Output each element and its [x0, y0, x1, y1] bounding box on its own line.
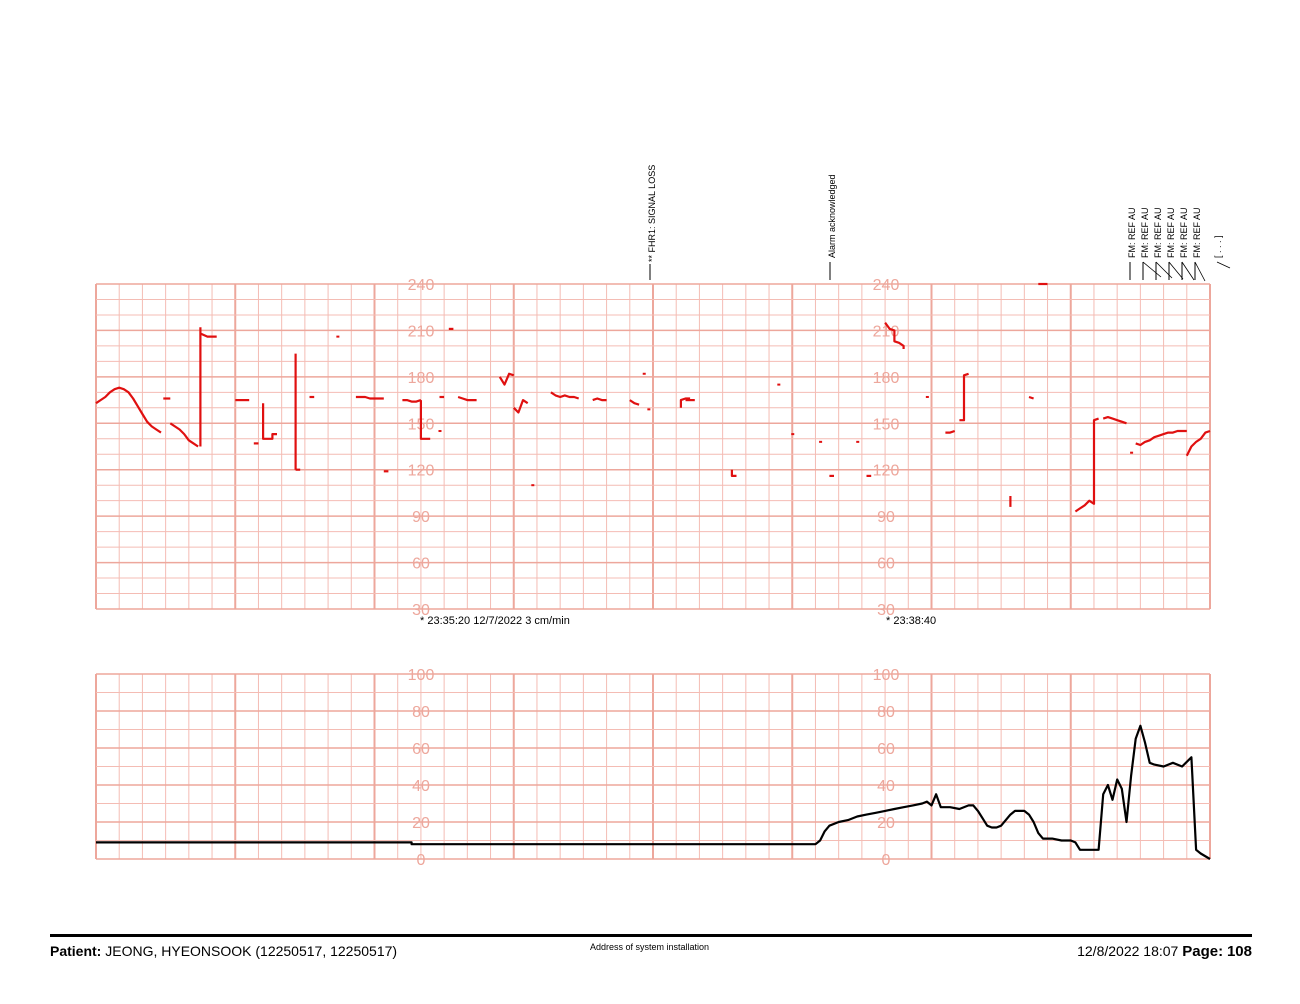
- y-tick-label: 240: [408, 277, 435, 294]
- timestamp-second: * 23:38:40: [886, 615, 936, 627]
- fm-label: FM: REF AU: [1140, 207, 1150, 258]
- fm-marker-diag: [1194, 261, 1206, 282]
- fhr-segment: [355, 395, 384, 400]
- fhr-segment: [199, 332, 217, 338]
- y-tick-label: 0: [882, 852, 891, 869]
- fhr-segment: [457, 395, 477, 402]
- page-number: 108: [1226, 943, 1252, 960]
- fm-marker-diag: [1181, 261, 1195, 281]
- toco-line: [96, 724, 1211, 860]
- timestamp-first: * 23:35:20 12/7/2022 3 cm/min: [420, 615, 570, 627]
- fhr-point: [791, 433, 795, 436]
- fm-label: FM: REF AU: [1127, 207, 1137, 258]
- fhr-segment: [1102, 416, 1127, 425]
- toco-trace: [96, 724, 1211, 860]
- toco-axis-labels: 100 100 80 80 60 60 40 40 20 20 0 0: [408, 667, 900, 869]
- y-tick-label: 100: [408, 667, 435, 684]
- fhr-point: [777, 383, 781, 386]
- fhr-point: [647, 408, 651, 411]
- y-tick-label: 30: [877, 602, 895, 619]
- patient-label: Patient:: [50, 943, 102, 959]
- annotation-alarm-text: Alarm acknowledged: [827, 174, 837, 258]
- y-tick-label: 90: [877, 509, 895, 526]
- patient-info: Patient: JEONG, HYEONSOOK (12250517, 122…: [50, 943, 397, 959]
- y-tick-label: 240: [873, 277, 900, 294]
- fm-label: FM: REF AU: [1153, 207, 1163, 258]
- fm-label: FM: REF AU: [1192, 207, 1202, 258]
- y-tick-label: 180: [873, 370, 900, 387]
- page-footer: Patient: JEONG, HYEONSOOK (12250517, 122…: [50, 934, 1252, 967]
- annotation-signal-loss: ** FHR1: SIGNAL LOSS: [647, 165, 657, 280]
- fhr-segment: [679, 397, 691, 408]
- fhr-segment: [550, 391, 580, 400]
- toco-grid: [95, 673, 1211, 860]
- fhr-segment: [1135, 429, 1187, 447]
- fhr-segment: [262, 403, 277, 440]
- annotation-alarm: Alarm acknowledged: [827, 174, 837, 280]
- fhr-point: [531, 484, 535, 487]
- fhr-segment: [945, 429, 956, 434]
- y-tick-label: 120: [408, 463, 435, 480]
- fhr-segment: [498, 372, 515, 386]
- y-tick-label: 60: [412, 741, 430, 758]
- fm-marker-diag: [1168, 261, 1184, 280]
- page-label: Page:: [1182, 943, 1224, 960]
- y-tick-label: 20: [877, 815, 895, 832]
- fhr-segment: [959, 372, 969, 422]
- fhr-segment: [402, 399, 422, 403]
- fhr-segment: [169, 422, 199, 448]
- fhr-grid: [95, 283, 1211, 610]
- fm-ellipsis: [ . . . ]: [1213, 235, 1223, 258]
- fm-label: FM: REF AU: [1179, 207, 1189, 258]
- fhr-segment: [730, 469, 737, 477]
- fhr-segment: [884, 322, 905, 349]
- fhr-point: [819, 440, 823, 443]
- fhr-segment: [592, 397, 607, 402]
- y-tick-label: 60: [412, 556, 430, 573]
- fm-annotations: FM: REF AU FM: REF AU FM: REF AU FM: REF AU…: [1127, 207, 1231, 282]
- fhr-segment: [1074, 417, 1099, 513]
- annotation-signal-loss-text: ** FHR1: SIGNAL LOSS: [647, 165, 657, 262]
- fhr-point: [438, 430, 442, 433]
- y-tick-label: 60: [877, 556, 895, 573]
- y-tick-label: 150: [873, 416, 900, 433]
- y-tick-label: 40: [877, 778, 895, 795]
- y-tick-label: 60: [877, 741, 895, 758]
- y-tick-label: 210: [873, 323, 900, 340]
- fhr-segment: [629, 399, 640, 406]
- fhr-point: [1130, 451, 1134, 454]
- fhr-segment: [419, 400, 431, 440]
- fm-marker-diag: [1216, 261, 1231, 269]
- y-tick-label: 120: [873, 463, 900, 480]
- y-tick-label: 90: [412, 509, 430, 526]
- y-tick-label: 20: [412, 815, 430, 832]
- y-tick-label: 210: [408, 323, 435, 340]
- fhr-segment: [1185, 429, 1211, 457]
- patient-value: JEONG, HYEONSOOK (12250517, 12250517): [105, 943, 398, 959]
- y-tick-label: 30: [412, 602, 430, 619]
- y-tick-label: 0: [417, 852, 426, 869]
- y-tick-label: 80: [412, 704, 430, 721]
- fhr-trace: [95, 282, 1211, 513]
- y-tick-label: 80: [877, 704, 895, 721]
- y-tick-label: 100: [873, 667, 900, 684]
- fhr-point: [336, 335, 340, 338]
- system-address: Address of system installation: [590, 942, 710, 952]
- fhr-point: [642, 372, 646, 375]
- fm-marker-diag: [1142, 261, 1162, 278]
- fm-label: FM: REF AU: [1166, 207, 1176, 258]
- fhr-segment: [513, 399, 529, 414]
- print-info: 12/8/2022 18:07 Page: 108: [1077, 943, 1252, 960]
- print-datetime: 12/8/2022 18:07: [1077, 943, 1179, 959]
- y-tick-label: 40: [412, 778, 430, 795]
- y-tick-label: 180: [408, 370, 435, 387]
- fhr-point: [925, 395, 929, 398]
- fhr-point: [856, 440, 860, 443]
- fhr-segment: [95, 386, 162, 434]
- fm-marker-diag: [1155, 261, 1173, 279]
- fhr-segment: [1028, 395, 1034, 400]
